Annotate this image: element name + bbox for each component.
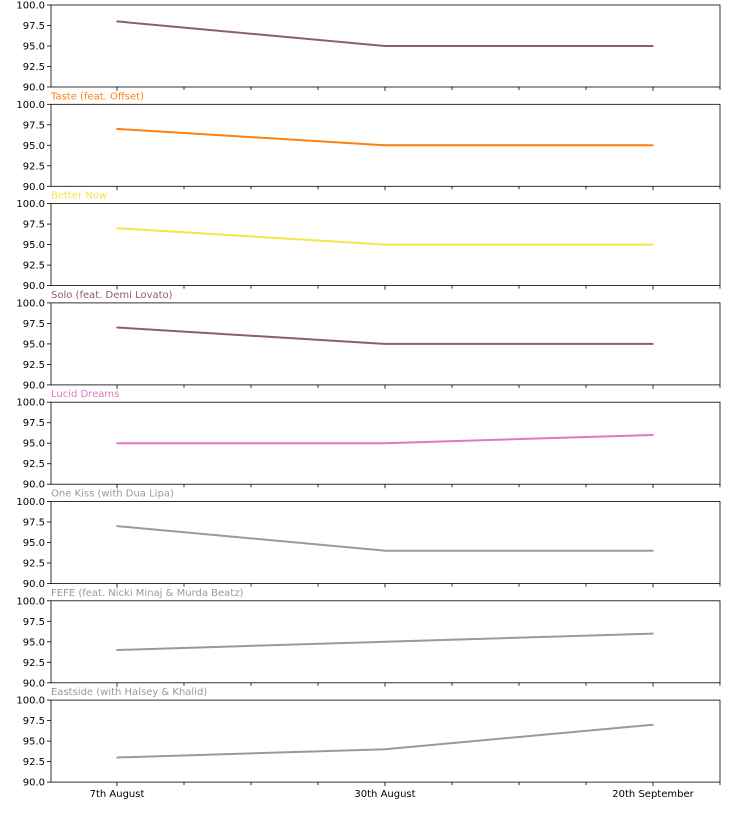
series-line (116, 525, 653, 552)
y-tick-label: 92.5 (23, 757, 45, 768)
data-point (116, 649, 118, 651)
y-tick-label: 95.0 (23, 339, 45, 350)
y-tick-label: 95.0 (23, 240, 45, 251)
series-line (116, 127, 653, 147)
panel-8: 90.0 92.5 95.0 97.5 100.0 Eastside (with Hals… (16, 687, 721, 800)
data-point (384, 442, 386, 445)
y-tick-label: 90.0 (23, 480, 45, 491)
data-point (116, 326, 118, 329)
data-point (652, 243, 654, 246)
panel-title: Solo (feat. Demi Lovato) (51, 290, 173, 301)
y-tick-label: 100.0 (16, 497, 45, 508)
data-point (652, 45, 654, 47)
panel-frame (50, 501, 721, 584)
panel-title: Lucid Dreams (51, 389, 119, 400)
panel-1: 90.0 92.5 95.0 97.5 100.0 (16, 1, 721, 94)
data-point (116, 20, 118, 23)
y-tick-label: 100.0 (16, 696, 45, 707)
y-tick-label: 97.5 (23, 319, 45, 330)
y-tick-label: 90.0 (23, 678, 45, 689)
panel-5: 90.0 92.5 95.0 97.5 100.0 Lucid Dreams (16, 389, 721, 491)
data-point (384, 343, 386, 345)
y-tick-label: 95.0 (23, 42, 45, 53)
series-line (116, 227, 653, 246)
panel-title: One Kiss (with Dua Lipa) (51, 489, 174, 500)
panel-title: FEFE (feat. Nicki Minaj & Murda Beatz) (51, 588, 243, 599)
data-point (384, 243, 386, 246)
y-tick-label: 92.5 (23, 360, 45, 371)
series-line (117, 434, 654, 445)
panel-7: 90.0 92.5 95.0 97.5 100.0 FEFE (feat. Nicki M… (16, 588, 721, 689)
x-tick-label: 20th September (612, 789, 694, 800)
y-tick-label: 90.0 (23, 83, 45, 94)
panel-title: Eastside (with Halsey & Khalid) (51, 687, 207, 698)
panel-2: 90.0 92.5 95.0 97.5 100.0 Taste (feat. Offset… (16, 91, 721, 193)
y-tick-label: 97.5 (23, 617, 45, 628)
x-tick-label: 30th August (354, 789, 415, 800)
y-tick-label: 100.0 (16, 596, 45, 607)
y-tick-label: 100.0 (16, 398, 45, 409)
y-tick-label: 92.5 (23, 161, 45, 172)
data-point (116, 128, 118, 130)
panel-4: 90.0 92.5 95.0 97.5 100.0 Solo (feat. Demi Lo… (16, 290, 721, 391)
data-point (116, 227, 118, 229)
y-tick-label: 97.5 (23, 220, 45, 231)
data-point (652, 723, 654, 726)
y-tick-label: 100.0 (16, 1, 45, 12)
y-tick-label: 100.0 (16, 199, 45, 210)
panel-frame (50, 699, 721, 783)
data-point (384, 549, 386, 552)
data-point (652, 343, 654, 345)
y-tick-label: 92.5 (23, 62, 45, 73)
data-point (384, 641, 386, 643)
y-tick-label: 95.0 (23, 538, 45, 549)
y-tick-label: 100.0 (16, 298, 45, 309)
series-line (116, 723, 654, 759)
data-point (652, 434, 654, 436)
x-tick-label: 7th August (90, 789, 145, 800)
y-tick-label: 97.5 (23, 716, 45, 727)
y-tick-label: 92.5 (23, 559, 45, 570)
panel-title: Taste (feat. Offset) (50, 91, 144, 102)
y-tick-label: 95.0 (23, 637, 45, 648)
panel-3: 90.0 92.5 95.0 97.5 100.0 Better Now (16, 191, 721, 292)
y-tick-label: 95.0 (23, 141, 45, 152)
y-tick-label: 100.0 (16, 100, 45, 111)
y-tick-label: 92.5 (23, 459, 45, 470)
y-tick-label: 90.0 (23, 778, 45, 789)
y-tick-label: 97.5 (23, 418, 45, 429)
data-point (652, 144, 654, 147)
y-tick-label: 90.0 (23, 380, 45, 391)
y-tick-label: 97.5 (23, 120, 45, 131)
y-tick-label: 95.0 (23, 737, 45, 748)
data-point (384, 45, 386, 47)
y-tick-label: 97.5 (23, 21, 45, 32)
y-tick-label: 92.5 (23, 261, 45, 272)
data-point (652, 549, 654, 552)
series-line (116, 326, 653, 345)
y-tick-label: 97.5 (23, 518, 45, 529)
data-point (384, 748, 386, 751)
y-tick-label: 95.0 (23, 439, 45, 450)
data-point (116, 756, 118, 759)
y-tick-label: 92.5 (23, 658, 45, 669)
y-tick-label: 90.0 (23, 281, 45, 292)
y-tick-label: 90.0 (23, 579, 45, 590)
y-tick-label: 90.0 (23, 182, 45, 193)
data-point (652, 632, 654, 635)
panel-title: Better Now (51, 191, 107, 202)
series-line (116, 20, 653, 47)
data-point (116, 442, 118, 445)
data-point (116, 525, 118, 527)
data-point (384, 144, 386, 147)
panel-6: 90.0 92.5 95.0 97.5 100.0 One Kiss (with Dua … (16, 489, 721, 590)
